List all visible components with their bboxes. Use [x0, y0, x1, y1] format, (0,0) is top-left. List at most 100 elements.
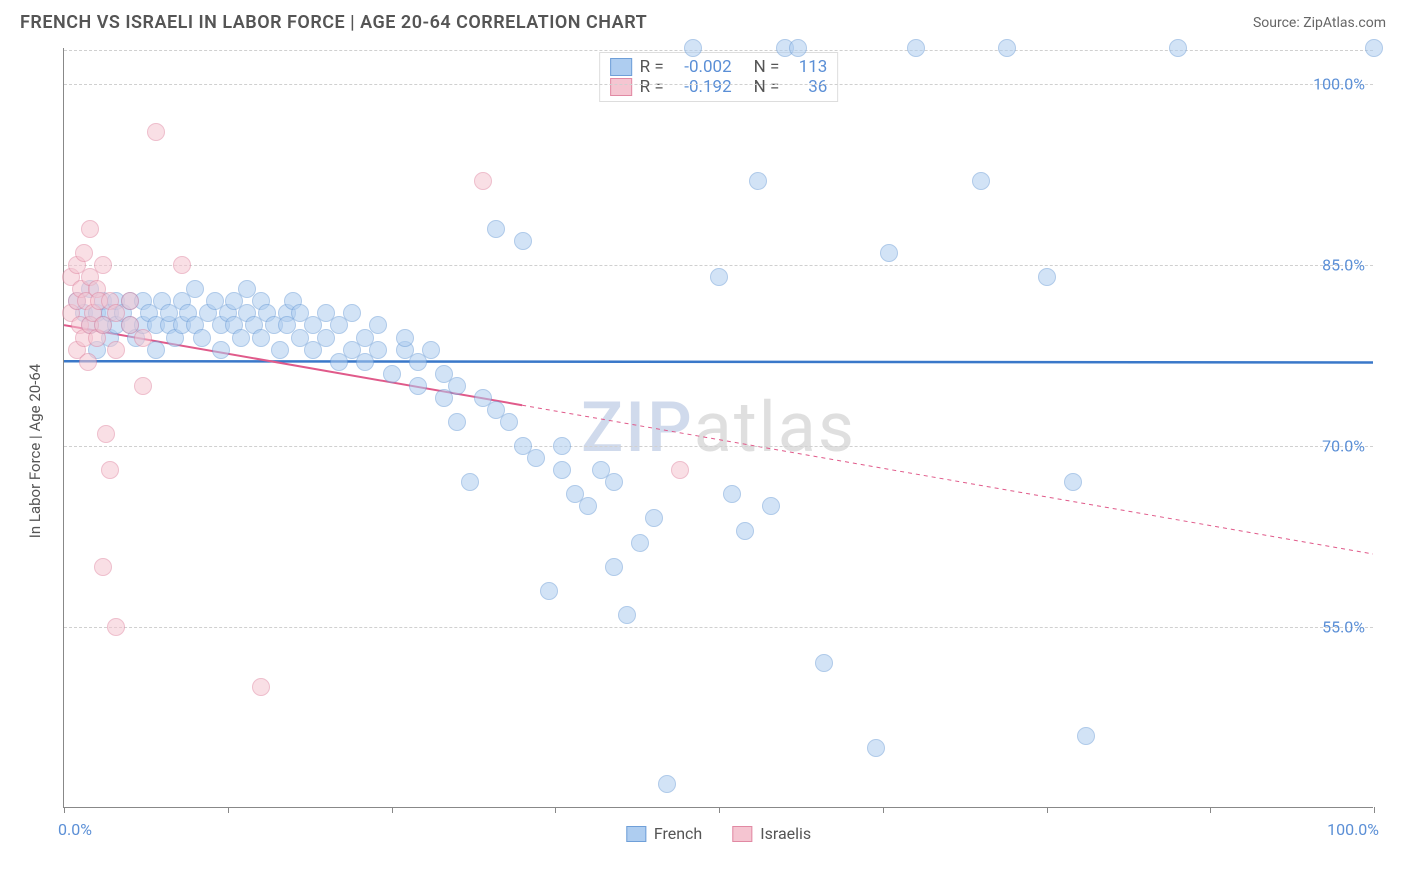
gridline-h: [64, 84, 1373, 85]
data-point: [81, 220, 99, 238]
data-point: [383, 365, 401, 383]
legend-n-value: 36: [787, 77, 827, 97]
data-point: [527, 449, 545, 467]
data-point: [907, 39, 925, 57]
legend-row: R = -0.002 N = 113: [610, 57, 828, 77]
legend-r-label: R =: [640, 77, 664, 97]
data-point: [173, 256, 191, 274]
legend-r-value: -0.192: [672, 77, 732, 97]
data-point: [212, 341, 230, 359]
chart-container: In Labor Force | Age 20-64 ZIPatlas R =-…: [35, 48, 1385, 853]
data-point: [618, 606, 636, 624]
data-point: [422, 341, 440, 359]
data-point: [1169, 39, 1187, 57]
legend-series-name: Israelis: [760, 824, 811, 843]
correlation-legend: R = -0.002 N = 113 R = -0.192 N = 36: [599, 52, 839, 102]
x-axis-min: 0.0%: [58, 820, 92, 839]
legend-n-value: 113: [787, 57, 827, 77]
x-tick-mark: [1374, 807, 1375, 813]
data-point: [762, 497, 780, 515]
data-point: [409, 377, 427, 395]
y-tick-label: 100.0%: [1313, 75, 1365, 94]
data-point: [553, 437, 571, 455]
data-point: [101, 461, 119, 479]
legend-n-label: N =: [754, 57, 780, 77]
watermark-part1: ZIP: [581, 387, 694, 469]
data-point: [500, 413, 518, 431]
x-tick-mark: [719, 807, 720, 813]
legend-swatch: [626, 826, 646, 842]
data-point: [134, 329, 152, 347]
x-tick-mark: [64, 807, 65, 813]
legend-swatch: [610, 58, 632, 76]
legend-n-label: N =: [754, 77, 780, 97]
data-point: [645, 509, 663, 527]
data-point: [134, 377, 152, 395]
data-point: [147, 123, 165, 141]
data-point: [1077, 727, 1095, 745]
data-point: [448, 377, 466, 395]
data-point: [396, 329, 414, 347]
data-point: [514, 232, 532, 250]
data-point: [749, 172, 767, 190]
legend-series-name: French: [654, 824, 702, 843]
data-point: [487, 220, 505, 238]
legend-r-label: R =: [640, 57, 664, 77]
data-point: [193, 329, 211, 347]
data-point: [97, 425, 115, 443]
legend-row: R = -0.192 N = 36: [610, 77, 828, 97]
data-point: [121, 292, 139, 310]
data-point: [579, 497, 597, 515]
data-point: [94, 558, 112, 576]
data-point: [107, 618, 125, 636]
data-point: [343, 304, 361, 322]
gridline-h: [64, 627, 1373, 628]
data-point: [815, 654, 833, 672]
gridline-h: [64, 446, 1373, 447]
data-point: [1038, 268, 1056, 286]
x-axis-max: 100.0%: [1327, 820, 1379, 839]
data-point: [94, 256, 112, 274]
data-point: [474, 172, 492, 190]
data-point: [880, 244, 898, 262]
data-point: [252, 678, 270, 696]
data-point: [723, 485, 741, 503]
data-point: [658, 775, 676, 793]
x-tick-mark: [228, 807, 229, 813]
data-point: [710, 268, 728, 286]
x-tick-mark: [1047, 807, 1048, 813]
data-point: [671, 461, 689, 479]
x-tick-mark: [555, 807, 556, 813]
legend-r-value: -0.002: [672, 57, 732, 77]
data-point: [867, 739, 885, 757]
data-point: [271, 341, 289, 359]
y-tick-label: 55.0%: [1322, 618, 1365, 637]
data-point: [461, 473, 479, 491]
data-point: [79, 353, 97, 371]
watermark: ZIPatlas: [581, 387, 856, 469]
source-attribution: Source: ZipAtlas.com: [1253, 15, 1386, 31]
data-point: [107, 341, 125, 359]
data-point: [448, 413, 466, 431]
data-point: [75, 244, 93, 262]
watermark-part2: atlas: [694, 387, 856, 469]
y-tick-label: 70.0%: [1322, 437, 1365, 456]
data-point: [631, 534, 649, 552]
scatter-plot: ZIPatlas R =-0.002N =113R =-0.192N =36 F…: [63, 48, 1373, 808]
data-point: [684, 39, 702, 57]
data-point: [186, 280, 204, 298]
legend-swatch: [610, 78, 632, 96]
x-tick-mark: [883, 807, 884, 813]
y-tick-label: 85.0%: [1322, 256, 1365, 275]
data-point: [1365, 39, 1383, 57]
legend-item: French: [626, 824, 702, 843]
data-point: [1064, 473, 1082, 491]
data-point: [369, 316, 387, 334]
data-point: [605, 473, 623, 491]
data-point: [972, 172, 990, 190]
y-axis-label: In Labor Force | Age 20-64: [26, 363, 44, 537]
legend-swatch: [732, 826, 752, 842]
data-point: [540, 582, 558, 600]
data-point: [369, 341, 387, 359]
data-point: [605, 558, 623, 576]
